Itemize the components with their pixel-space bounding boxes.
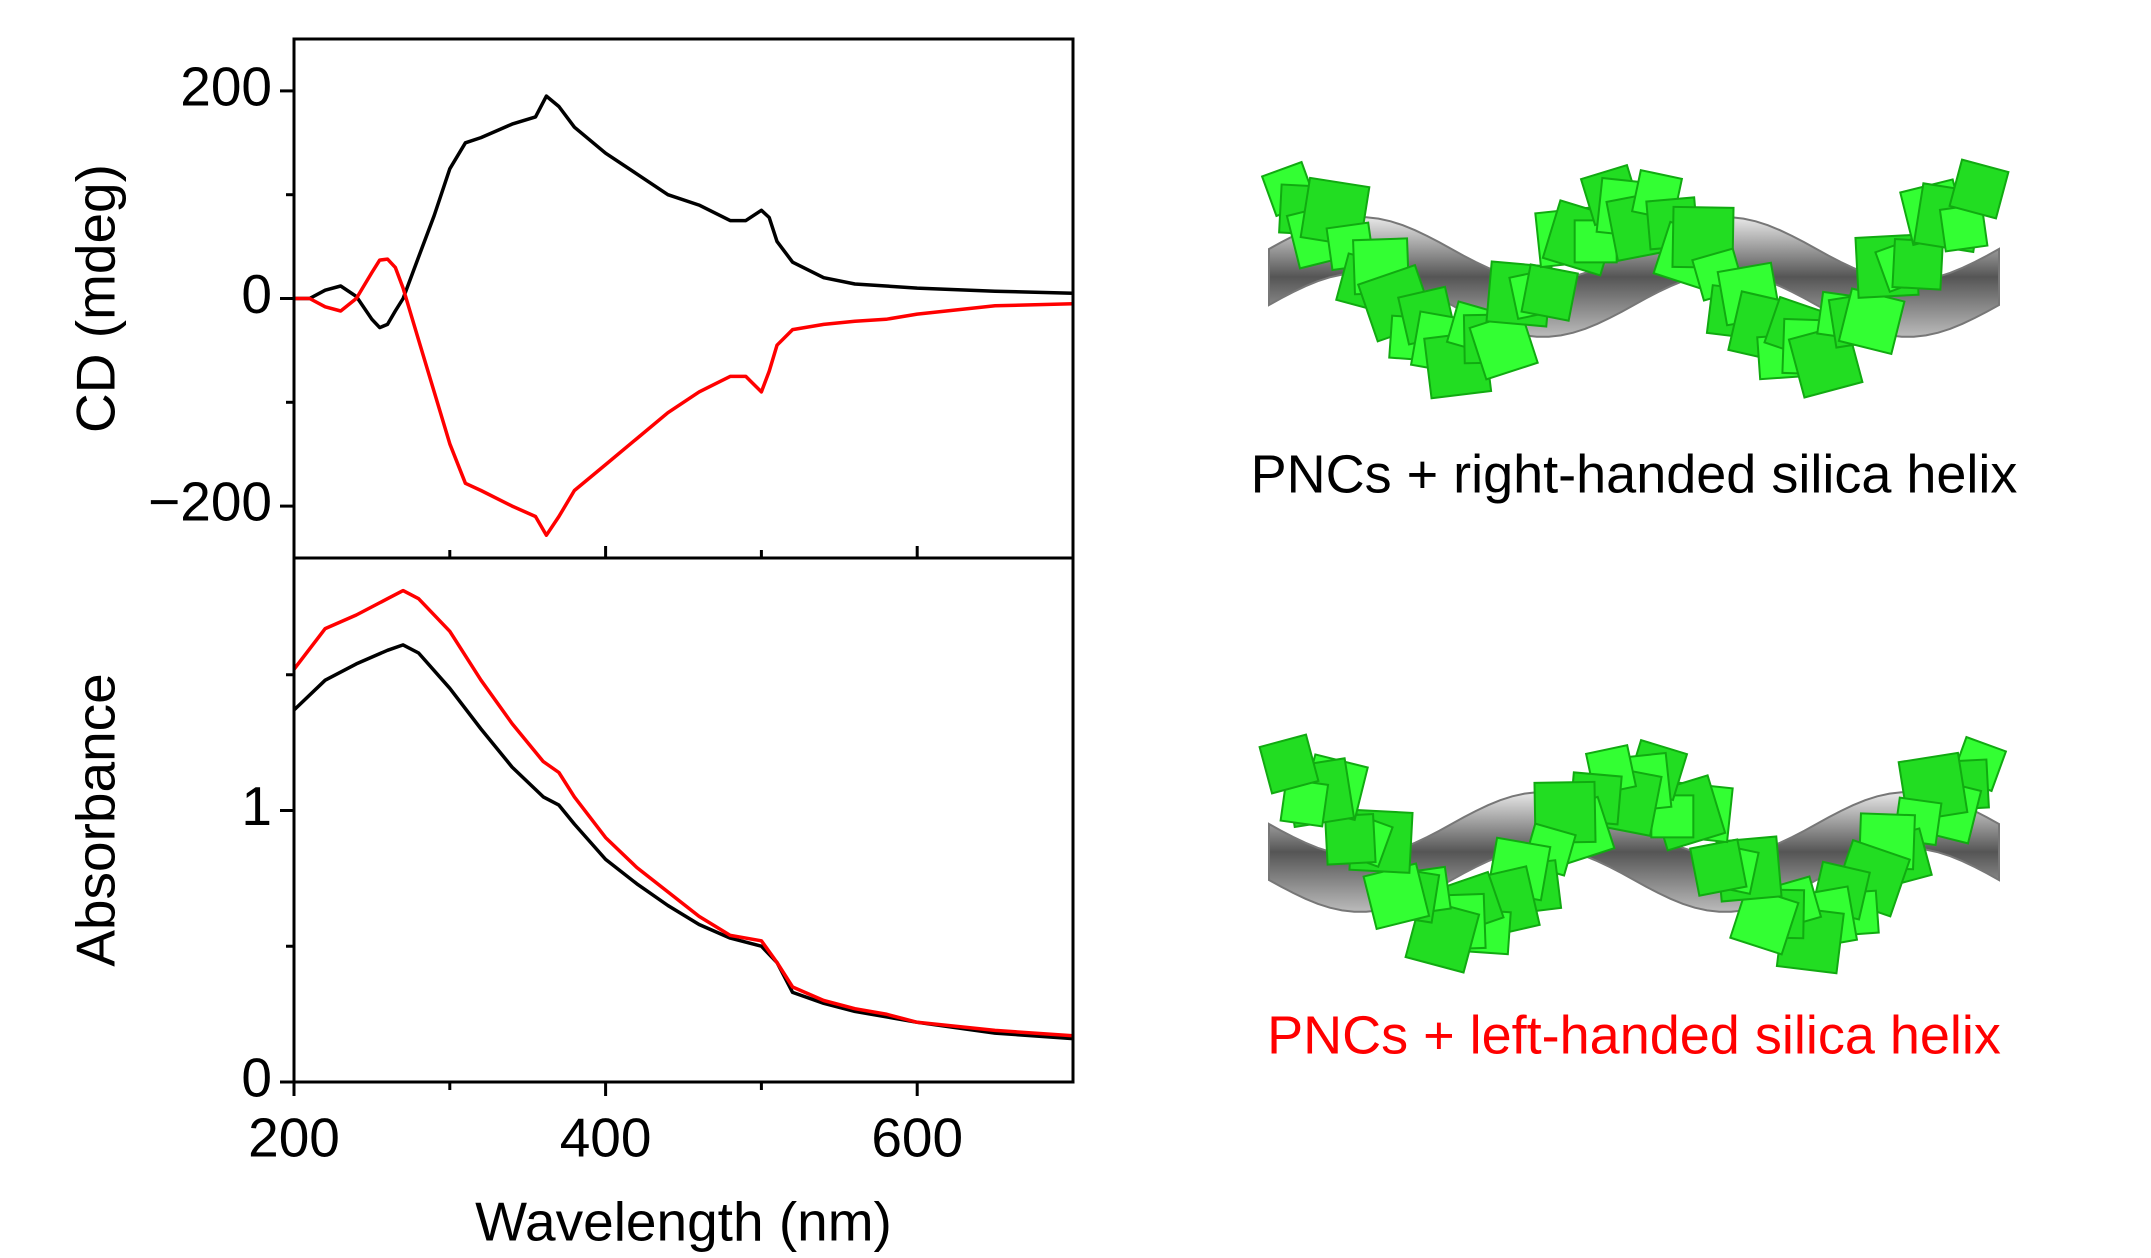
nanocrystal <box>1690 839 1746 895</box>
plot-area <box>294 591 1073 1039</box>
nanocrystal <box>1364 863 1429 928</box>
x-tick-label: 600 <box>871 1107 963 1169</box>
data-line <box>294 259 1073 535</box>
data-line <box>294 645 1073 1039</box>
y-axis-label: Absorbance <box>65 673 127 967</box>
illustration-caption: PNCs + right-handed silica helix <box>1251 444 2018 504</box>
data-line <box>294 96 1073 328</box>
x-axis-label: Wavelength (nm) <box>475 1191 892 1253</box>
x-tick-label: 400 <box>560 1107 652 1169</box>
y-tick-label: −200 <box>148 471 272 533</box>
y-tick-label: 0 <box>241 1047 272 1109</box>
helix-illustration <box>1262 160 2008 399</box>
plot-frame <box>294 558 1073 1082</box>
y-tick-label: 200 <box>180 55 272 117</box>
figure: −2000200CD (mdeg)01200400600AbsorbanceWa… <box>0 0 2151 1253</box>
x-tick-label: 200 <box>248 1107 340 1169</box>
plot-area <box>294 96 1073 535</box>
y-axis-label: CD (mdeg) <box>65 164 127 433</box>
y-tick-label: 0 <box>241 263 272 325</box>
plot-frame <box>294 39 1073 558</box>
nanocrystal <box>1839 288 1904 353</box>
y-tick-label: 1 <box>241 775 272 837</box>
data-line <box>294 591 1073 1036</box>
illustration-caption: PNCs + left-handed silica helix <box>1267 1005 2001 1065</box>
helix-illustration <box>1260 735 2006 974</box>
nanocrystal <box>1522 264 1578 320</box>
